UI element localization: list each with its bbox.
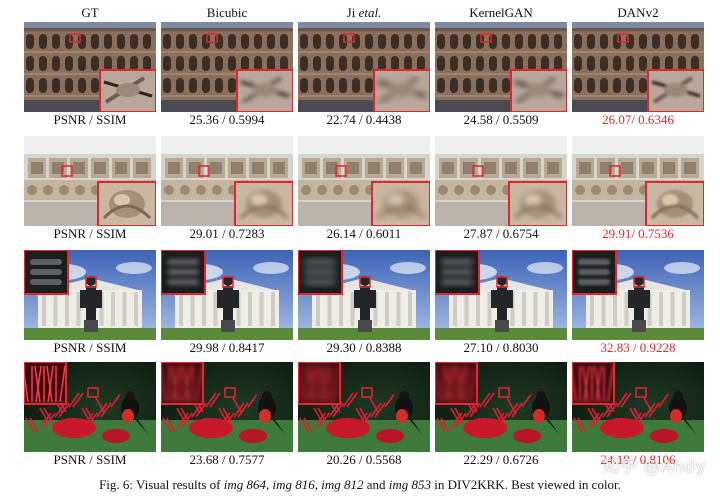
- image-panel-stone-carvings-2: [298, 136, 430, 226]
- image-panel-colosseum-3: [435, 22, 567, 112]
- column-header-label: DANv2: [617, 5, 659, 20]
- metric-header: PSNR / SSIM: [53, 112, 127, 127]
- caption-separator: and: [363, 477, 389, 492]
- image-panel-statue-building-2: [298, 250, 430, 340]
- image-panel-stone-carvings-0: [24, 136, 156, 226]
- metric-value-best: 26.07/ 0.6346: [602, 112, 674, 127]
- image-panel-bird-flowers-1: [161, 362, 293, 452]
- image-panel-colosseum-4: [572, 22, 704, 112]
- metric-value: 29.30 / 0.8388: [326, 340, 402, 355]
- metric-value: 25.36 / 0.5994: [189, 112, 265, 127]
- column-header-4: DANv2: [572, 6, 704, 20]
- image-panel-statue-building-3: [435, 250, 567, 340]
- caption-img-816: img 816: [272, 477, 315, 492]
- metric-value: 29.98 / 0.8417: [189, 340, 265, 355]
- image-panel-bird-flowers-0: [24, 362, 156, 452]
- image-panel-stone-carvings-4: [572, 136, 704, 226]
- figure-caption: Fig. 6: Visual results of img 864, img 8…: [0, 478, 720, 492]
- image-panel-bird-flowers-3: [435, 362, 567, 452]
- metric-value-best: 29.91/ 0.7536: [602, 226, 674, 241]
- caption-prefix: Fig. 6: Visual results of: [99, 477, 224, 492]
- column-header-italic: etal.: [358, 5, 382, 20]
- image-panel-statue-building-0: [24, 250, 156, 340]
- metric-value: 22.74 / 0.4438: [326, 112, 402, 127]
- image-panel-stone-carvings-1: [161, 136, 293, 226]
- column-header-0: GT: [24, 6, 156, 20]
- image-panel-colosseum-1: [161, 22, 293, 112]
- zhihu-watermark: 知乎 @Andy: [602, 457, 706, 477]
- caption-img-864: img 864: [223, 477, 266, 492]
- column-header-3: KernelGAN: [435, 6, 567, 20]
- image-panel-statue-building-1: [161, 250, 293, 340]
- column-header-2: Ji etal.: [298, 6, 430, 20]
- metric-value: 24.58 / 0.5509: [463, 112, 539, 127]
- column-header-label: Ji: [346, 5, 359, 20]
- column-header-label: GT: [81, 5, 99, 20]
- metric-value: 22.29 / 0.6726: [463, 452, 539, 467]
- caption-separator: ,: [265, 477, 273, 492]
- image-panel-bird-flowers-2: [298, 362, 430, 452]
- metric-value: 20.26 / 0.5568: [326, 452, 402, 467]
- image-panel-stone-carvings-3: [435, 136, 567, 226]
- metric-value: 27.87 / 0.6754: [463, 226, 539, 241]
- image-panel-colosseum-2: [298, 22, 430, 112]
- caption-img-812: img 812: [321, 477, 364, 492]
- metric-header: PSNR / SSIM: [53, 340, 127, 355]
- caption-img-853: img 853: [388, 477, 431, 492]
- caption-separator: ,: [314, 477, 322, 492]
- metric-value-best: 24.19 / 0.8106: [600, 452, 676, 467]
- image-panel-statue-building-4: [572, 250, 704, 340]
- column-header-label: Bicubic: [206, 5, 248, 20]
- image-panel-bird-flowers-4: [572, 362, 704, 452]
- caption-suffix: in DIV2KRK. Best viewed in color.: [431, 477, 621, 492]
- column-header-1: Bicubic: [161, 6, 293, 20]
- image-panel-colosseum-0: [24, 22, 156, 112]
- metric-header: PSNR / SSIM: [53, 226, 127, 241]
- metric-value: 26.14 / 0.6011: [326, 226, 402, 241]
- column-header-label: KernelGAN: [469, 5, 533, 20]
- metric-value: 27.10 / 0.8030: [463, 340, 539, 355]
- metric-header: PSNR / SSIM: [53, 452, 127, 467]
- metric-value: 23.68 / 0.7577: [189, 452, 265, 467]
- metric-value: 29.01 / 0.7283: [189, 226, 265, 241]
- metric-value-best: 32.83 / 0.9228: [600, 340, 676, 355]
